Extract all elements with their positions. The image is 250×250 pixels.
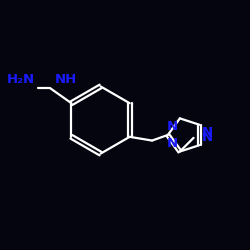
Text: N: N [167,137,178,150]
Text: H₂N: H₂N [7,73,35,86]
Text: N: N [201,131,212,144]
Text: N: N [167,120,178,133]
Text: N: N [201,126,212,139]
Text: NH: NH [55,73,77,86]
